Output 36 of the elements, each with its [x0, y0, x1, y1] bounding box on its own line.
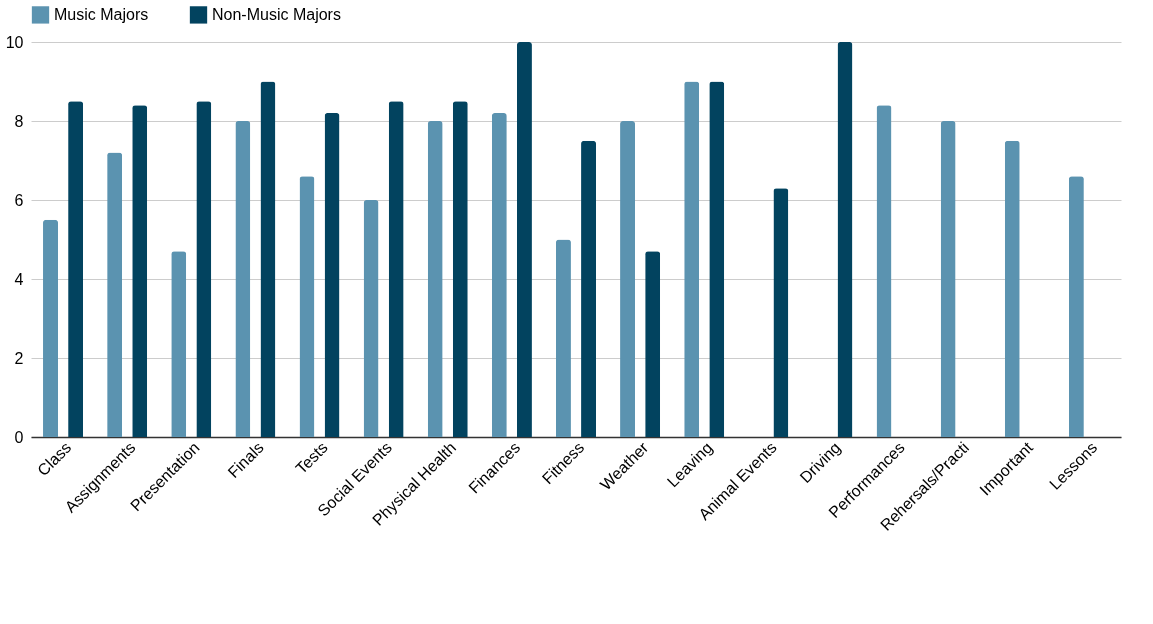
- y-tick-label: 2: [14, 349, 24, 367]
- bar: [1004, 140, 1020, 437]
- bar: [260, 81, 276, 437]
- y-tick-label: 10: [5, 33, 24, 51]
- bar: [491, 113, 507, 437]
- bar: [709, 81, 725, 437]
- bar: [196, 101, 212, 437]
- bar: [452, 101, 468, 437]
- bar: [107, 152, 123, 437]
- bar: [645, 251, 661, 437]
- bar: [235, 121, 251, 437]
- bar: [299, 176, 315, 437]
- bar: [171, 251, 187, 437]
- bar: [363, 200, 379, 437]
- bar: [43, 219, 59, 437]
- bar: [581, 140, 597, 437]
- bar: [773, 188, 789, 437]
- bar: [427, 121, 443, 437]
- y-tick-label: 0: [14, 428, 24, 446]
- bar: [684, 81, 700, 437]
- bar: [324, 113, 340, 437]
- bar: [837, 42, 853, 437]
- legend-label: Music Majors: [54, 5, 149, 23]
- bar: [940, 121, 956, 437]
- bar: [1068, 176, 1084, 437]
- bar: [388, 101, 404, 437]
- y-tick-label: 6: [14, 191, 24, 209]
- bar: [516, 42, 532, 437]
- legend-label: Non-Music Majors: [212, 5, 341, 23]
- bar: [620, 121, 636, 437]
- y-tick-label: 8: [14, 112, 24, 130]
- bar: [876, 105, 892, 437]
- bar: [132, 105, 148, 437]
- bar: [68, 101, 84, 437]
- y-tick-label: 4: [14, 270, 24, 288]
- bar: [555, 239, 571, 437]
